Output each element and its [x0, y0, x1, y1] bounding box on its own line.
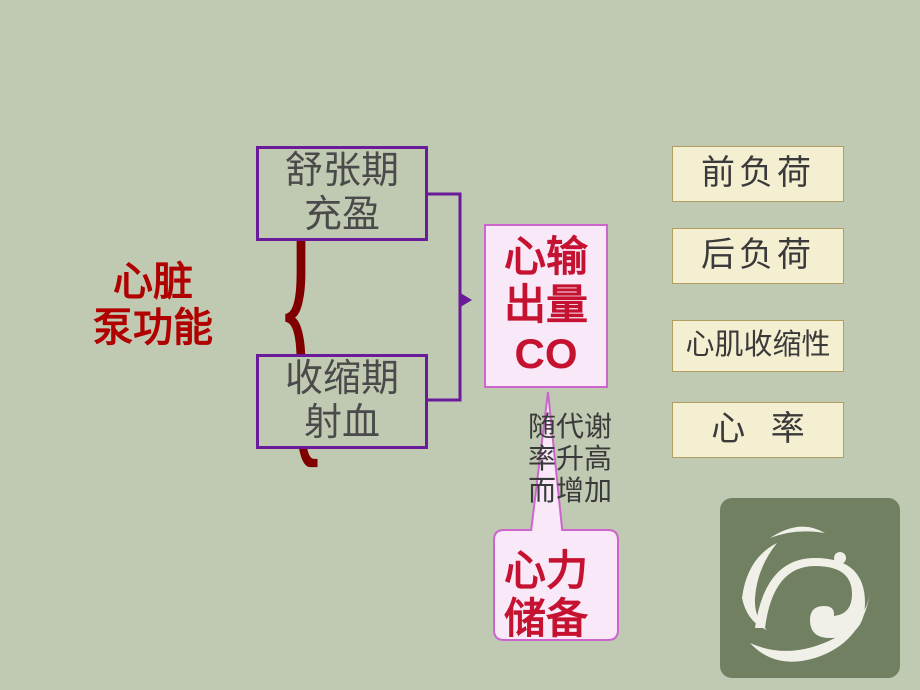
metab-line2: 率升高	[528, 444, 612, 476]
factor-box: 前负荷	[672, 146, 844, 202]
diastolic-line2: 充盈	[304, 194, 380, 238]
diastolic-filling-box: 舒张期 充盈	[256, 146, 428, 241]
factor-box: 心 率	[672, 402, 844, 458]
connectors-group	[428, 194, 472, 400]
factor-box: 心肌收缩性	[672, 320, 844, 372]
reserve-line1: 心力	[504, 548, 588, 596]
ornament-group	[720, 498, 900, 678]
systolic-line2: 射血	[304, 402, 380, 446]
root-label-line1: 心脏	[68, 259, 238, 305]
cardiac-output-box: 心输 出量 CO	[484, 224, 608, 388]
root-label-line2: 泵功能	[68, 305, 238, 351]
root-label: 心脏 泵功能	[68, 259, 238, 351]
co-line1: 心输	[504, 234, 588, 282]
factor-label: 前负荷	[701, 154, 815, 193]
metab-line1: 随代谢	[528, 412, 612, 444]
cardiac-reserve-label: 心力 储备	[504, 548, 588, 645]
systolic-ejection-box: 收缩期 射血	[256, 354, 428, 449]
systolic-line1: 收缩期	[285, 358, 399, 402]
metab-line3: 而增加	[528, 476, 612, 508]
co-abbrev: CO	[515, 330, 578, 378]
factor-label: 后负荷	[701, 236, 815, 275]
factor-box: 后负荷	[672, 228, 844, 284]
co-line2: 出量	[504, 282, 588, 330]
reserve-line2: 储备	[504, 596, 588, 644]
factor-label: 心肌收缩性	[685, 329, 830, 362]
factor-label: 心 率	[711, 410, 805, 449]
metabolism-label: 随代谢 率升高 而增加	[528, 412, 612, 509]
diastolic-line1: 舒张期	[285, 150, 399, 194]
